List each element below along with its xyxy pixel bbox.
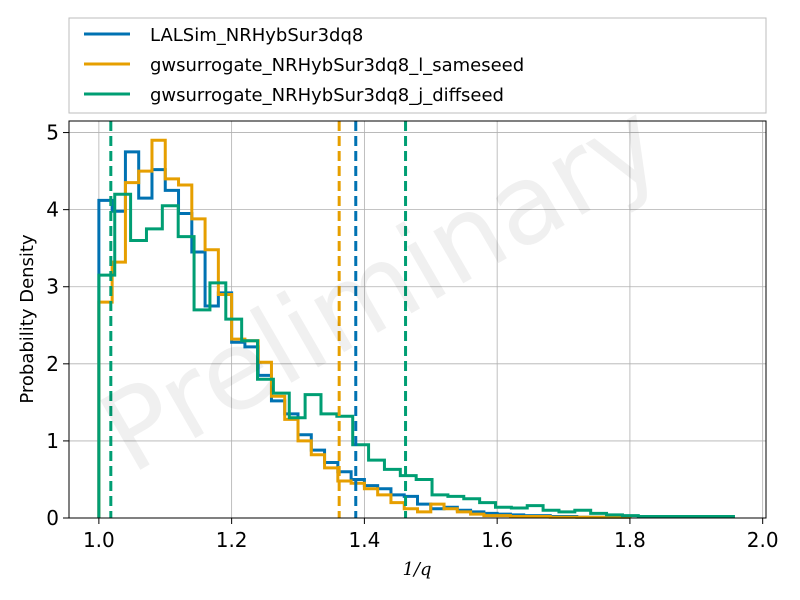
y-tick-label: 2 [46,352,59,376]
x-axis-label: 1/q [402,559,431,580]
plot-frame [68,120,767,519]
y-axis-ticks: 0 1 2 3 4 5 [46,121,69,530]
x-tick-label: 1.8 [614,528,646,552]
legend: LALSim_NRHybSur3dq8 gwsurrogate_NRHybSur… [68,17,767,114]
legend-entry-1: LALSim_NRHybSur3dq8 [150,25,363,46]
x-axis-ticks: 1.0 1.2 1.4 1.6 1.8 2.0 [83,518,779,552]
legend-box [68,17,767,114]
y-axis-label: Probability Density [17,234,38,404]
legend-entry-2: gwsurrogate_NRHybSur3dq8_l_sameseed [150,55,524,76]
y-tick-label: 4 [46,198,59,222]
x-tick-label: 1.2 [216,528,248,552]
y-tick-label: 1 [46,429,59,453]
median-lines [109,121,408,518]
histogram-series-3 [97,192,735,518]
x-tick-label: 1.6 [481,528,513,552]
y-tick-label: 5 [46,121,59,145]
y-tick-label: 0 [46,506,59,530]
legend-entry-3: gwsurrogate_NRHybSur3dq8_j_diffseed [150,85,504,106]
x-tick-label: 2.0 [747,528,779,552]
y-tick-label: 3 [46,275,59,299]
x-tick-label: 1.4 [348,528,380,552]
x-tick-label: 1.0 [83,528,115,552]
